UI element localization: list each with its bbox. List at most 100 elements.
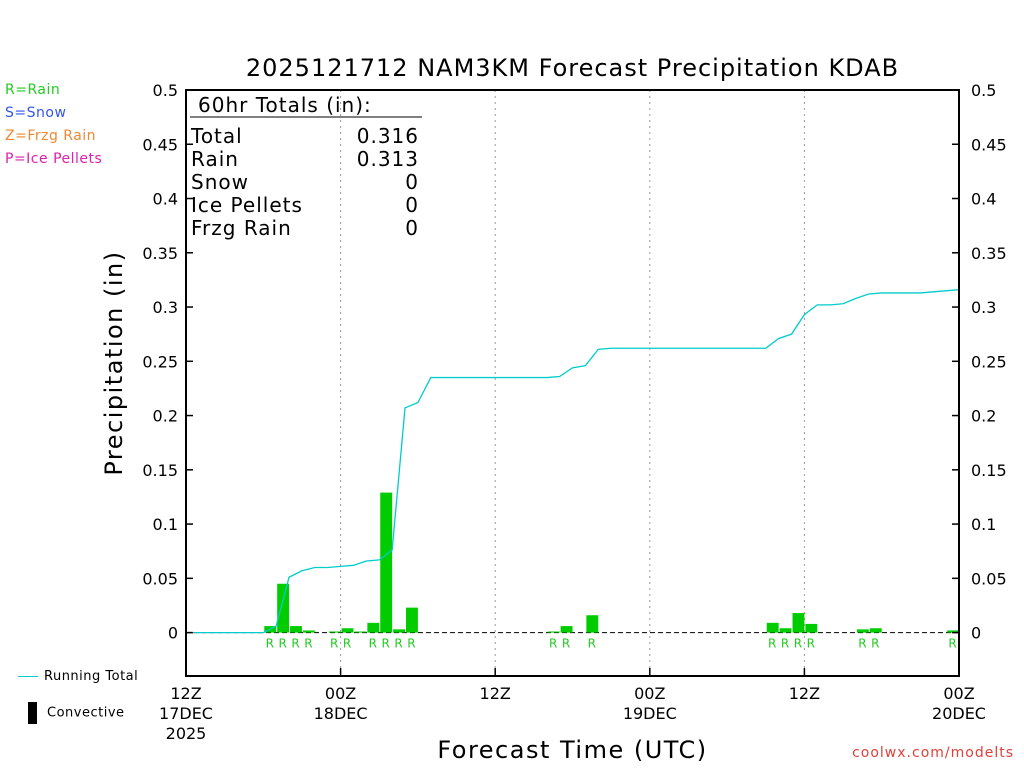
ptype-label-19: R <box>858 637 866 651</box>
ytick-label-right-2: 0.1 <box>971 515 996 534</box>
xtick-label-3-1: 19DEC <box>623 704 677 723</box>
ptype-legend-item-0: R=Rain <box>5 82 61 98</box>
ptype-label-7: R <box>369 637 377 651</box>
totals-row-label-1: Rain <box>191 147 239 171</box>
xtick-label-3-0: 00Z <box>634 684 665 703</box>
rain-bar-1 <box>277 583 290 633</box>
ytick-label-left-0: 0 <box>168 624 178 643</box>
totals-row-value-0: 0.316 <box>357 124 419 148</box>
convective-swatch <box>28 702 37 724</box>
ptype-label-0: R <box>266 637 274 651</box>
totals-row-label-2: Snow <box>191 170 249 194</box>
y-axis-label: Precipitation (in) <box>100 250 128 475</box>
rain-bar-13 <box>560 626 573 633</box>
ytick-label-right-7: 0.35 <box>971 244 1007 263</box>
ytick-label-left-6: 0.3 <box>153 298 178 317</box>
rain-bar-16 <box>779 628 792 633</box>
ptype-label-20: R <box>871 637 879 651</box>
rain-bar-4 <box>328 631 341 633</box>
ptype-label-1: R <box>278 637 286 651</box>
rain-bar-5 <box>341 628 354 633</box>
ptype-legend-item-2: Z=Frzg Rain <box>5 128 97 144</box>
ptype-label-15: R <box>768 637 776 651</box>
chart-title: 2025121712 NAM3KM Forecast Precipitation… <box>246 54 899 82</box>
ytick-label-left-2: 0.1 <box>153 515 178 534</box>
totals-heading: 60hr Totals (in): <box>198 93 372 117</box>
xtick-label-5-0: 00Z <box>943 684 974 703</box>
rain-bar-18 <box>805 623 818 633</box>
legend-convective: Convective <box>28 702 125 724</box>
totals-row-label-3: Ice Pellets <box>191 193 303 217</box>
xtick-label-4-0: 12Z <box>789 684 820 703</box>
rain-bar-14 <box>586 615 599 633</box>
running-total-swatch <box>18 676 38 677</box>
rain-bar-12 <box>547 631 560 633</box>
rain-bar-17 <box>792 613 805 633</box>
credit-text: coolwx.com/modelts <box>852 745 1014 761</box>
totals-row-value-1: 0.313 <box>357 147 419 171</box>
ytick-label-left-8: 0.4 <box>153 190 178 209</box>
ytick-label-left-1: 0.05 <box>142 569 178 588</box>
totals-row-value-4: 0 <box>405 216 419 240</box>
ptype-label-4: R <box>330 637 338 651</box>
rain-bar-6 <box>354 631 367 633</box>
rain-bar-10 <box>406 607 418 633</box>
ptype-label-16: R <box>781 637 789 651</box>
xtick-label-1-0: 00Z <box>325 684 356 703</box>
ytick-label-left-3: 0.15 <box>142 461 178 480</box>
convective-label: Convective <box>47 705 125 721</box>
ptype-legend-item-1: S=Snow <box>5 105 67 121</box>
ytick-label-right-6: 0.3 <box>971 298 996 317</box>
ytick-label-right-10: 0.5 <box>971 81 996 100</box>
xtick-label-1-1: 18DEC <box>314 704 368 723</box>
ytick-label-right-5: 0.25 <box>971 352 1007 371</box>
ptype-label-2: R <box>291 637 299 651</box>
ptype-label-8: R <box>382 637 390 651</box>
rain-bar-2 <box>290 626 302 633</box>
totals-row-label-0: Total <box>190 124 243 148</box>
ptype-label-3: R <box>304 637 312 651</box>
legend-running-total: Running Total <box>18 669 138 684</box>
ytick-label-left-7: 0.35 <box>142 244 178 263</box>
ytick-label-right-0: 0 <box>971 624 981 643</box>
ptype-label-14: R <box>588 637 596 651</box>
rain-bar-9 <box>393 629 406 633</box>
ptype-label-9: R <box>394 637 402 651</box>
ptype-label-12: R <box>549 637 557 651</box>
ytick-label-right-3: 0.15 <box>971 461 1007 480</box>
x-axis-label: Forecast Time (UTC) <box>437 736 707 764</box>
xtick-label-0-1: 17DEC <box>159 704 213 723</box>
running-total-label: Running Total <box>44 669 139 684</box>
totals-row-value-2: 0 <box>405 170 419 194</box>
xtick-label-2-0: 12Z <box>480 684 511 703</box>
ptype-label-10: R <box>407 637 415 651</box>
ytick-label-left-4: 0.2 <box>153 407 178 426</box>
rain-bar-7 <box>367 622 380 633</box>
running-total-line <box>186 289 960 634</box>
ytick-label-right-4: 0.2 <box>971 407 996 426</box>
rain-bar-20 <box>869 628 882 633</box>
ytick-label-left-10: 0.5 <box>153 81 178 100</box>
xtick-label-0-2: 2025 <box>166 724 207 743</box>
xtick-label-0-0: 12Z <box>170 684 201 703</box>
ytick-label-left-9: 0.45 <box>142 135 178 154</box>
ptype-label-5: R <box>343 637 351 651</box>
rain-bar-19 <box>856 629 869 633</box>
ptype-legend-item-3: P=Ice Pellets <box>5 151 103 167</box>
rain-bar-21 <box>947 630 959 633</box>
totals-row-label-4: Frzg Rain <box>191 216 292 240</box>
ptype-label-17: R <box>794 637 802 651</box>
ptype-label-18: R <box>807 637 815 651</box>
rain-bar-15 <box>766 622 779 633</box>
ytick-label-right-9: 0.45 <box>971 135 1007 154</box>
ytick-label-left-5: 0.25 <box>142 352 178 371</box>
rain-bar-8 <box>380 492 393 633</box>
ytick-label-right-8: 0.4 <box>971 190 996 209</box>
totals-row-value-3: 0 <box>405 193 419 217</box>
rain-bar-3 <box>302 630 315 633</box>
plot-frame <box>185 89 960 677</box>
xtick-label-5-1: 20DEC <box>932 704 986 723</box>
ytick-label-right-1: 0.05 <box>971 569 1007 588</box>
ptype-label-21: R <box>948 637 956 651</box>
